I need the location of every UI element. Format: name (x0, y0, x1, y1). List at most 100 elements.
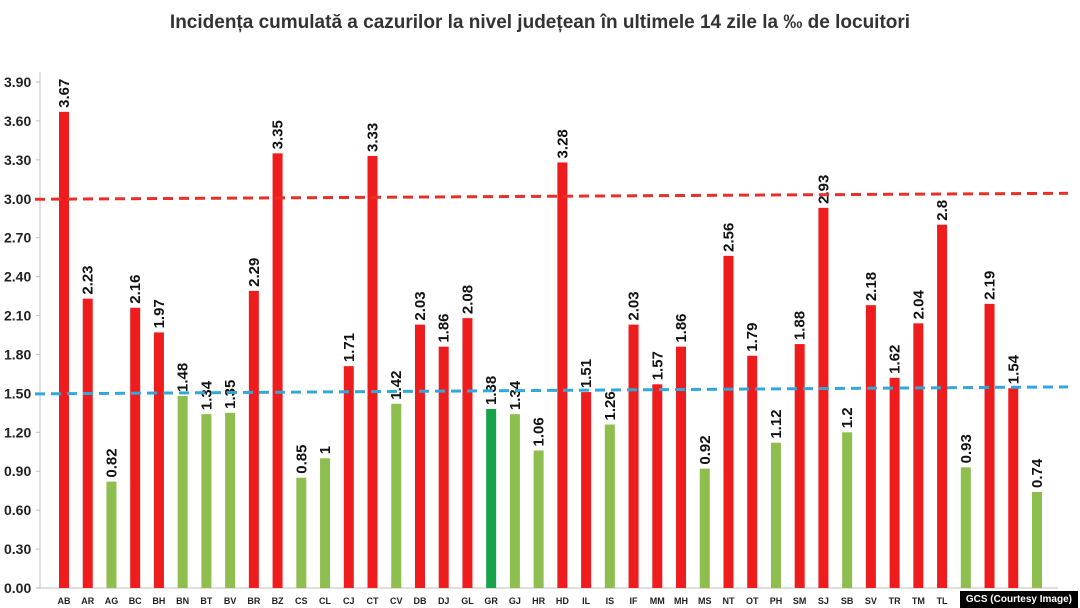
data-label: 1.88 (792, 311, 809, 340)
data-label: 3.33 (365, 123, 382, 152)
y-tick-label: 1.20 (4, 424, 31, 440)
data-label: 2.18 (863, 272, 880, 301)
x-tick-label: TL (937, 596, 948, 606)
data-label: 1.97 (151, 299, 168, 328)
bar-tl (937, 224, 948, 588)
data-label: 3.28 (554, 129, 571, 158)
bar-mh (676, 346, 687, 588)
bar-if (628, 324, 639, 588)
bar-dj (438, 346, 449, 588)
x-tick-label: SJ (818, 596, 829, 606)
y-tick-label: 2.40 (4, 269, 31, 285)
bar-db (414, 324, 425, 588)
y-tick-label: 2.10 (4, 308, 31, 324)
data-label: 1.79 (744, 323, 761, 352)
data-label: 1.26 (602, 391, 619, 420)
bar-sb (842, 432, 853, 588)
bar-tm (913, 323, 924, 588)
x-tick-label: BV (224, 596, 237, 606)
x-tick-label: CV (390, 596, 403, 606)
data-label: 1.34 (198, 380, 215, 410)
data-label: 1.71 (341, 333, 358, 362)
bar-cs (296, 477, 307, 588)
bar-vl (984, 303, 995, 588)
y-tick-label: 2.70 (4, 230, 31, 246)
data-label: 0.74 (1029, 458, 1046, 488)
y-tick-label: 1.80 (4, 346, 31, 362)
data-label: 1.86 (673, 313, 690, 342)
data-label: 1.54 (1005, 354, 1022, 384)
bar-ms (699, 468, 710, 588)
y-tick-label: 0.30 (4, 541, 31, 557)
x-tick-label: CT (367, 596, 379, 606)
y-tick-label: 1.50 (4, 385, 31, 401)
data-label: 0.92 (697, 435, 714, 464)
bar-br (248, 290, 259, 588)
data-label: 1.06 (531, 417, 548, 446)
data-label: 1.57 (649, 351, 666, 380)
data-label: 2.93 (815, 175, 832, 204)
x-tick-label: AB (58, 596, 71, 606)
data-label: 1.42 (388, 371, 405, 400)
x-tick-label: TR (889, 596, 901, 606)
x-tick-label: BZ (272, 596, 284, 606)
bar-ph (770, 442, 781, 588)
y-tick-label: 3.60 (4, 113, 31, 129)
data-label: 2.08 (459, 285, 476, 314)
data-label: 2.23 (80, 265, 97, 294)
chart-title: Incidența cumulată a cazurilor la nivel … (169, 12, 911, 33)
bar-gj (509, 414, 520, 588)
data-label: 1.86 (436, 313, 453, 342)
data-label: 1.35 (222, 380, 239, 409)
bar-cj (343, 366, 354, 588)
x-tick-label: TM (912, 596, 925, 606)
x-tick-label: BC (129, 596, 142, 606)
bar-ct (367, 155, 378, 588)
x-tick-label: AR (81, 596, 94, 606)
data-label: 2.8 (934, 200, 951, 221)
data-label: 1.12 (768, 409, 785, 438)
bar-ot (747, 355, 758, 588)
x-tick-label: MS (698, 596, 712, 606)
bar-bt (201, 414, 212, 588)
y-tick-label: 3.90 (4, 74, 31, 90)
data-label: 2.19 (982, 271, 999, 300)
x-tick-label: DJ (438, 596, 450, 606)
bar-bn (177, 395, 188, 588)
x-tick-label: AG (105, 596, 119, 606)
y-tick-label: 3.00 (4, 191, 31, 207)
data-label: 2.16 (127, 275, 144, 304)
bar-sj (818, 207, 829, 588)
x-tick-label: GL (461, 596, 474, 606)
x-tick-label: BT (200, 596, 212, 606)
y-tick-label: 0.90 (4, 463, 31, 479)
x-tick-label: OT (746, 596, 759, 606)
bar-sv (865, 305, 876, 588)
bar-hd (557, 162, 568, 588)
x-tick-label: HD (556, 596, 569, 606)
x-tick-label: SM (793, 596, 807, 606)
x-tick-label: DB (413, 596, 426, 606)
data-label: 0.82 (103, 448, 120, 477)
data-label: 1.34 (507, 380, 524, 410)
bar-b (1032, 491, 1042, 588)
y-tick-label: 3.30 (4, 152, 31, 168)
x-tick-label: NT (722, 596, 734, 606)
x-tick-label: GJ (509, 596, 521, 606)
bar-bv (225, 412, 236, 588)
data-label: 1.62 (887, 345, 904, 374)
data-label: 1 (317, 446, 334, 454)
bar-nt (723, 255, 734, 588)
bar-gl (462, 318, 473, 588)
x-tick-label: SV (865, 596, 877, 606)
data-label: 2.56 (720, 223, 737, 252)
bar-ar (82, 298, 93, 588)
bar-mm (652, 384, 663, 588)
x-tick-label: IL (582, 596, 591, 606)
x-tick-label: IF (630, 596, 639, 606)
data-label: 2.03 (626, 291, 643, 320)
threshold-line-lower (34, 385, 1069, 396)
bar-ab (59, 111, 69, 588)
bar-ag (106, 481, 117, 588)
